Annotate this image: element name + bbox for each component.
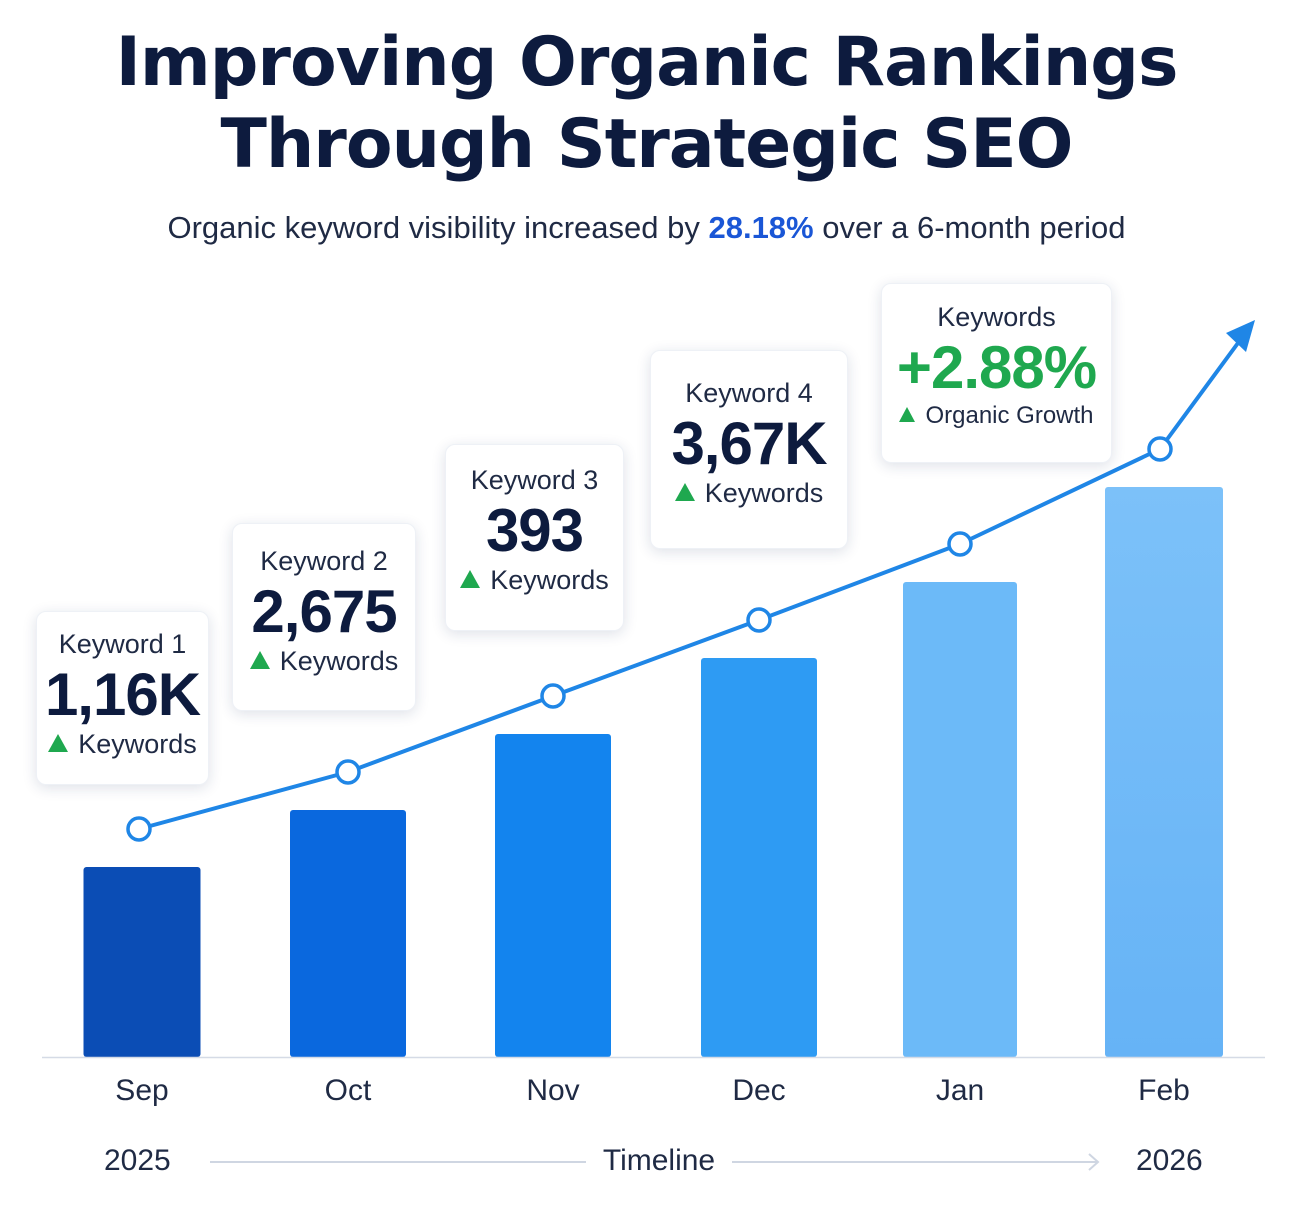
card-label: Keyword 1 [58,629,187,659]
card-sub-text: Keywords [279,646,399,676]
card-sub: Keywords [446,565,623,596]
bar-feb [1105,487,1223,1057]
bar-jan [903,582,1017,1057]
subtitle-before: Organic keyword visibility increased by [167,210,709,245]
bar-sep [83,867,201,1057]
up-triangle-icon [249,651,270,669]
trend-point-nov [540,683,566,709]
x-tick-label: Oct [324,1074,372,1107]
up-triangle-icon [674,483,695,501]
keyword-card-3: Keyword 3 393 Keywords [445,444,624,631]
card-sub-text: Keywords [704,478,824,508]
up-triangle-icon [460,570,481,588]
card-value: 393 [485,497,584,564]
x-tick-label: Sep [115,1074,169,1107]
card-sub-text: Keywords [490,565,609,595]
growth-value: +2.88% [896,334,1097,401]
card-label: Keywords [937,302,1056,332]
trend-point-sep [126,816,152,842]
trend-point-oct [335,759,361,785]
card-label: Keyword 4 [685,378,813,408]
x-tick-label: Feb [1138,1074,1190,1107]
bar-oct [290,810,406,1057]
subtitle-after: over a 6-month period [813,210,1126,245]
keyword-card-1: Keyword 1 1,16K Keywords [36,611,209,785]
chart-subtitle: Organic keyword visibility increased by … [0,210,1293,246]
bar-nov [495,734,611,1057]
timeline-arrow-icon [1088,1153,1100,1171]
card-label: Keyword 2 [260,546,388,576]
title-line-1: Improving Organic Rankings [115,23,1179,102]
trend-point-feb [1147,436,1173,462]
chart-title: Improving Organic Rankings Through Strat… [0,22,1293,186]
timeline-label: Timeline [602,1144,716,1177]
card-sub-text: Organic Growth [925,402,1094,429]
x-tick-label: Nov [526,1074,580,1107]
trend-point-dec [746,607,772,633]
card-sub: Keywords [37,729,208,760]
card-value: 1,16K [44,661,201,728]
card-sub: Organic Growth [882,402,1111,430]
card-sub: Keywords [651,478,847,509]
x-tick-label: Dec [732,1074,786,1107]
subtitle-highlight: 28.18% [708,210,814,245]
card-sub-text: Keywords [78,729,197,759]
up-triangle-icon [899,407,916,422]
start-year: 2025 [104,1144,171,1177]
card-sub: Keywords [233,646,415,677]
card-value: 3,67K [671,410,827,477]
card-label: Keyword 3 [470,465,599,495]
growth-card: Keywords +2.88% Organic Growth [881,283,1112,463]
keyword-card-4: Keyword 4 3,67K Keywords [650,350,848,549]
up-triangle-icon [48,734,69,752]
bar-dec [701,658,817,1057]
keyword-card-2: Keyword 2 2,675 Keywords [232,523,416,711]
title-line-2: Through Strategic SEO [220,105,1074,184]
x-tick-label: Jan [935,1074,985,1107]
end-year: 2026 [1136,1144,1203,1177]
trend-point-jan [947,531,973,557]
trend-arrow-head [1226,320,1255,352]
card-value: 2,675 [251,578,397,645]
